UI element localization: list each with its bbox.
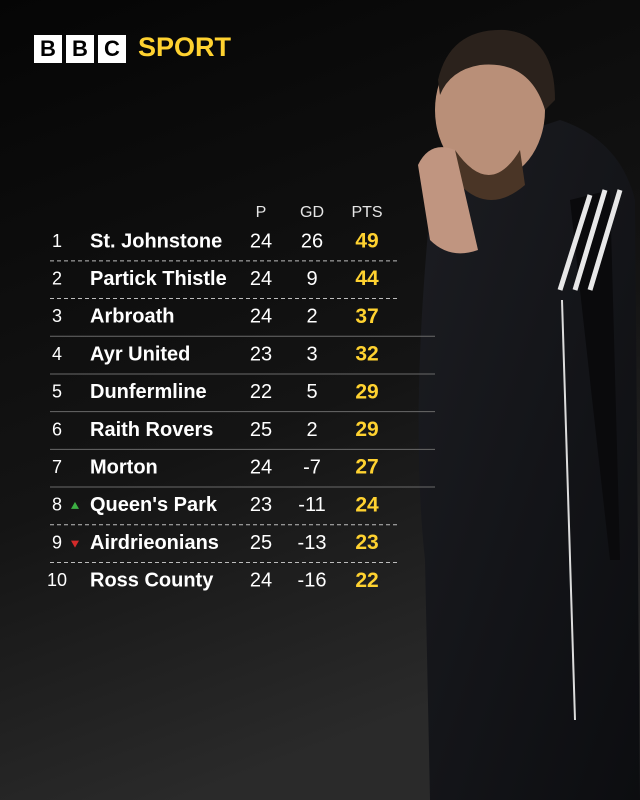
position: 1 xyxy=(52,231,62,251)
column-header: P xyxy=(256,204,267,221)
position: 5 xyxy=(52,382,62,402)
points: 32 xyxy=(355,343,378,366)
team: Partick Thistle xyxy=(90,268,227,290)
head xyxy=(435,40,545,180)
points: 29 xyxy=(355,380,378,403)
team: Arbroath xyxy=(90,306,174,328)
goal-difference: 2 xyxy=(306,419,317,441)
played: 24 xyxy=(250,268,272,290)
hands xyxy=(418,147,478,254)
played: 23 xyxy=(250,343,272,365)
team: Ayr United xyxy=(90,343,190,365)
team: St. Johnstone xyxy=(90,230,222,252)
team: Queen's Park xyxy=(90,494,218,516)
position: 10 xyxy=(47,570,67,590)
points: 44 xyxy=(355,267,379,290)
goal-difference: 5 xyxy=(306,381,317,403)
points: 27 xyxy=(355,456,378,479)
team: Dunfermline xyxy=(90,381,207,403)
position: 6 xyxy=(52,419,62,439)
goal-difference: 9 xyxy=(306,268,317,290)
played: 24 xyxy=(250,456,272,478)
logo-letter: B xyxy=(40,36,56,61)
played: 25 xyxy=(250,532,272,554)
points: 29 xyxy=(355,418,378,441)
jacket-shade xyxy=(570,190,620,560)
goal-difference: 26 xyxy=(301,230,323,252)
column-header: PTS xyxy=(351,204,382,221)
played: 23 xyxy=(250,494,272,516)
movement-down xyxy=(71,540,79,548)
points: 24 xyxy=(355,493,379,516)
goal-difference: -16 xyxy=(298,570,327,592)
team: Ross County xyxy=(90,570,214,592)
team: Airdrieonians xyxy=(90,532,219,554)
goal-difference: 2 xyxy=(306,306,317,328)
logo-letter: B xyxy=(72,36,88,61)
goal-difference: 3 xyxy=(306,343,317,365)
points: 37 xyxy=(355,305,378,328)
goal-difference: -13 xyxy=(298,532,327,554)
position: 2 xyxy=(52,268,62,288)
played: 24 xyxy=(250,570,272,592)
photo xyxy=(418,29,640,800)
goal-difference: -7 xyxy=(303,456,321,478)
position: 7 xyxy=(52,457,62,477)
column-header: GD xyxy=(300,204,324,221)
stripes xyxy=(557,189,623,291)
logo-box xyxy=(98,35,126,63)
played: 24 xyxy=(250,230,272,252)
logo-box xyxy=(66,35,94,63)
played: 22 xyxy=(250,381,272,403)
position: 3 xyxy=(52,306,62,326)
team: Morton xyxy=(90,456,158,478)
logo-box xyxy=(34,35,62,63)
position: 4 xyxy=(52,344,62,364)
beard xyxy=(455,150,525,200)
position: 9 xyxy=(52,532,62,552)
points: 22 xyxy=(355,569,378,592)
points: 49 xyxy=(355,230,378,253)
hair xyxy=(438,29,555,110)
logo-letter: C xyxy=(104,36,120,61)
points: 23 xyxy=(355,531,378,554)
goal-difference: -11 xyxy=(298,494,325,516)
played: 25 xyxy=(250,419,272,441)
brand: SPORT xyxy=(138,32,232,62)
zip-line xyxy=(561,299,576,721)
team: Raith Rovers xyxy=(90,419,213,441)
played: 24 xyxy=(250,306,272,328)
position: 8 xyxy=(52,495,62,515)
movement-up xyxy=(71,501,79,509)
